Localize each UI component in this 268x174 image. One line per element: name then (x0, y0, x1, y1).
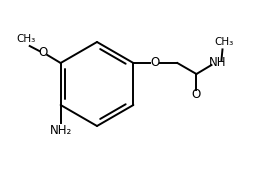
Text: O: O (192, 88, 201, 101)
Text: CH₃: CH₃ (16, 34, 35, 44)
Text: O: O (151, 57, 160, 69)
Text: O: O (39, 46, 48, 60)
Text: CH₃: CH₃ (215, 37, 234, 47)
Text: NH₂: NH₂ (50, 124, 72, 136)
Text: NH: NH (209, 57, 226, 69)
